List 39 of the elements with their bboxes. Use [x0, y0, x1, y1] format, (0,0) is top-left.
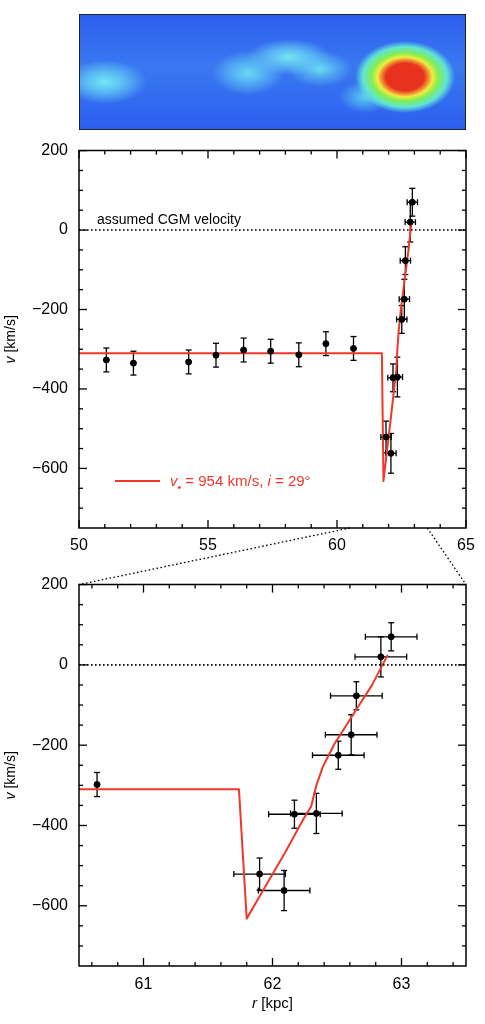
y-tick-label: 200: [41, 575, 69, 593]
x-tick-label: 55: [199, 536, 217, 554]
x-axis-title: r [kpc]: [252, 994, 293, 1011]
x-tick-label: 63: [392, 975, 411, 993]
point: [322, 340, 330, 348]
point: [377, 653, 385, 661]
x-tick-label: 65: [457, 536, 475, 554]
y-tick-label: 0: [59, 220, 69, 238]
point: [352, 692, 360, 700]
x-tick-label: 62: [263, 975, 282, 993]
point: [387, 633, 395, 641]
y-axis-title: v [km/s]: [2, 751, 18, 800]
ref-line-label: assumed CGM velocity: [97, 211, 241, 228]
y-tick-label: −400: [31, 379, 69, 397]
point: [102, 356, 110, 364]
point: [334, 751, 342, 759]
point: [212, 351, 220, 359]
point: [280, 887, 288, 895]
point: [295, 351, 303, 359]
point: [185, 358, 193, 366]
y-axis-title: v [km/s]: [2, 315, 18, 364]
point: [93, 781, 101, 789]
legend-label: v• = 954 km/s, i = 29°: [170, 472, 311, 493]
point: [350, 344, 358, 352]
x-tick-label: 50: [70, 536, 88, 554]
point: [256, 870, 264, 878]
y-tick-label: −200: [31, 299, 69, 317]
y-tick-label: −200: [31, 735, 69, 753]
y-tick-label: 0: [59, 655, 69, 673]
point: [347, 731, 355, 739]
y-tick-label: 200: [41, 141, 69, 159]
y-tick-label: −600: [31, 896, 69, 914]
y-tick-label: −400: [31, 815, 69, 833]
point: [240, 346, 248, 354]
point: [267, 347, 275, 355]
y-tick-label: −600: [31, 458, 69, 476]
point: [129, 359, 137, 367]
x-tick-label: 61: [134, 975, 153, 993]
x-tick-label: 60: [328, 536, 346, 554]
